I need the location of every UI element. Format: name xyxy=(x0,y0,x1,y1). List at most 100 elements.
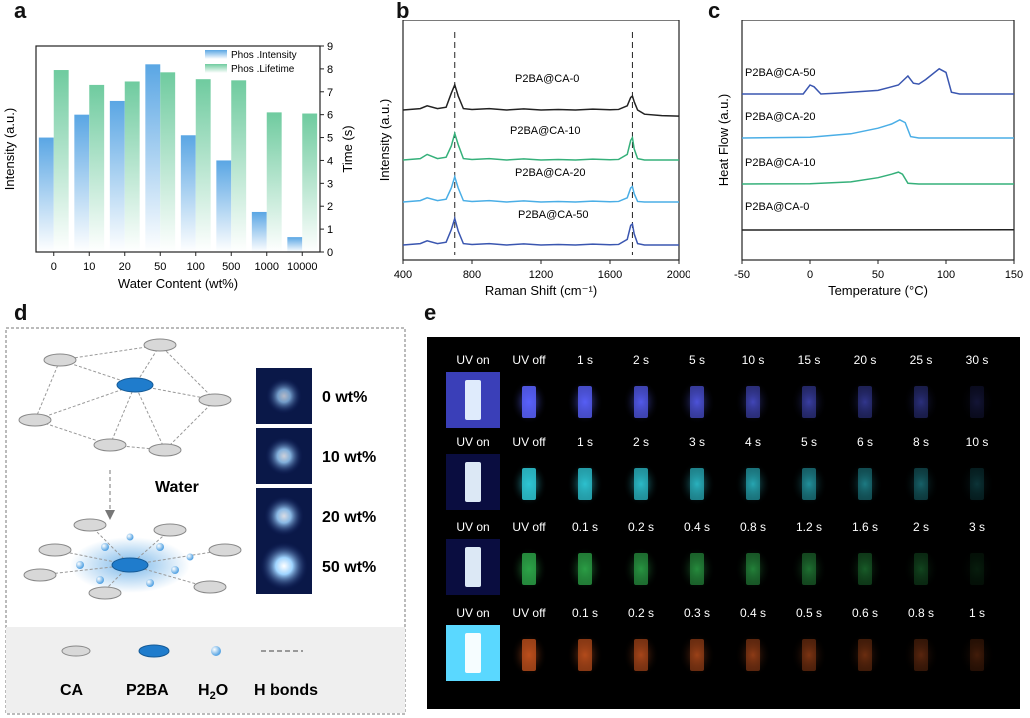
bar-intensity-100 xyxy=(181,135,196,252)
bar-intensity-10000 xyxy=(287,237,302,252)
h2o-legend-icon xyxy=(211,646,221,656)
e-vial-r0-c0 xyxy=(465,380,481,420)
hbonds-legend-label: H bonds xyxy=(254,682,318,699)
x-tick-label-a-10: 10 xyxy=(83,261,95,273)
water-label: Water xyxy=(155,479,199,496)
x-tick-label-c-50: 50 xyxy=(872,269,884,281)
e-vial-r2-c2 xyxy=(578,553,592,585)
raman-label-P2BA@CA-10: P2BA@CA-10 xyxy=(510,125,580,137)
e-vial-r0-c9 xyxy=(970,386,984,418)
raman-label-P2BA@CA-20: P2BA@CA-20 xyxy=(515,167,585,179)
chart-b: P2BA@CA-0P2BA@CA-10P2BA@CA-20P2BA@CA-50 … xyxy=(380,20,690,320)
e-time-label-r1-c7: 6 s xyxy=(857,435,873,449)
e-vial-r1-c6 xyxy=(802,468,816,500)
e-vial-r0-c3 xyxy=(634,386,648,418)
y-tick-label-right-9: 9 xyxy=(327,41,333,53)
chart-b-xlabel: Raman Shift (cm⁻¹) xyxy=(485,283,597,298)
dsc-label-P2BA@CA-10: P2BA@CA-10 xyxy=(745,157,815,169)
e-time-label-r2-c6: 1.2 s xyxy=(796,520,822,534)
e-vial-r0-c7 xyxy=(858,386,872,418)
y-tick-label-right-8: 8 xyxy=(327,64,333,76)
e-time-label-r2-c4: 0.4 s xyxy=(684,520,710,534)
bar-lifetime-10000 xyxy=(302,114,317,252)
x-tick-label-a-20: 20 xyxy=(119,261,131,273)
e-time-label-r1-c0: UV on xyxy=(456,435,489,449)
e-time-label-r0-c2: 1 s xyxy=(577,353,593,367)
bar-intensity-50 xyxy=(145,64,160,252)
p2ba-legend-label: P2BA xyxy=(126,682,169,699)
e-time-label-r1-c9: 10 s xyxy=(966,435,989,449)
dsc-label-P2BA@CA-0: P2BA@CA-0 xyxy=(745,201,809,213)
bar-intensity-10 xyxy=(74,115,89,252)
e-time-label-r2-c8: 2 s xyxy=(913,520,929,534)
chart-c-xlabel: Temperature (°C) xyxy=(828,283,928,298)
sample-label-10: 10 wt% xyxy=(322,449,376,466)
e-vial-r1-c5 xyxy=(746,468,760,500)
bar-intensity-20 xyxy=(110,101,125,252)
e-vial-r3-c7 xyxy=(858,639,872,671)
e-vial-r2-c4 xyxy=(690,553,704,585)
y-tick-label-right-5: 5 xyxy=(327,133,333,145)
e-vial-r2-c0 xyxy=(465,547,481,587)
e-vial-r3-c9 xyxy=(970,639,984,671)
x-tick-label-b-400: 400 xyxy=(394,269,412,281)
chart-b-frame xyxy=(403,20,679,260)
e-time-label-r1-c5: 4 s xyxy=(745,435,761,449)
x-tick-label-c--50: -50 xyxy=(734,269,750,281)
dsc-line-P2BA@CA-10 xyxy=(742,172,1014,184)
ca-legend-icon xyxy=(62,646,90,656)
e-vial-r0-c4 xyxy=(690,386,704,418)
x-tick-label-c-100: 100 xyxy=(937,269,955,281)
raman-label-P2BA@CA-50: P2BA@CA-50 xyxy=(518,209,588,221)
e-vial-r1-c1 xyxy=(522,468,536,500)
e-vial-r1-c9 xyxy=(970,468,984,500)
e-vial-r1-c8 xyxy=(914,468,928,500)
e-vial-r3-c1 xyxy=(522,639,536,671)
p2ba-legend-icon xyxy=(139,645,169,657)
e-time-label-r3-c2: 0.1 s xyxy=(572,606,598,620)
e-time-label-r0-c0: UV on xyxy=(456,353,489,367)
y-tick-label-right-2: 2 xyxy=(327,201,333,213)
x-tick-label-a-1000: 1000 xyxy=(255,261,279,273)
e-time-label-r1-c3: 2 s xyxy=(633,435,649,449)
e-time-label-r2-c0: UV on xyxy=(456,520,489,534)
e-vial-r2-c7 xyxy=(858,553,872,585)
e-time-label-r0-c4: 5 s xyxy=(689,353,705,367)
e-time-label-r1-c6: 5 s xyxy=(801,435,817,449)
e-time-label-r3-c7: 0.6 s xyxy=(852,606,878,620)
e-time-label-r2-c9: 3 s xyxy=(969,520,985,534)
e-vial-r2-c6 xyxy=(802,553,816,585)
bar-intensity-1000 xyxy=(252,212,267,252)
x-tick-label-a-10000: 10000 xyxy=(287,261,318,273)
e-time-label-r2-c7: 1.6 s xyxy=(852,520,878,534)
x-tick-label-a-0: 0 xyxy=(51,261,57,273)
e-vial-r0-c6 xyxy=(802,386,816,418)
e-vial-r2-c3 xyxy=(634,553,648,585)
e-vial-r3-c5 xyxy=(746,639,760,671)
bar-lifetime-500 xyxy=(231,80,246,252)
y-tick-label-right-1: 1 xyxy=(327,224,333,236)
e-time-label-r0-c7: 20 s xyxy=(854,353,877,367)
sample-label-0: 0 wt% xyxy=(322,389,367,406)
bar-lifetime-1000 xyxy=(267,112,282,252)
e-time-label-r0-c9: 30 s xyxy=(966,353,989,367)
legend-swatch-lifetime xyxy=(205,64,227,73)
e-time-label-r3-c0: UV on xyxy=(456,606,489,620)
raman-line-P2BA@CA-50 xyxy=(403,218,679,245)
y-tick-label-right-6: 6 xyxy=(327,110,333,122)
e-vial-r3-c0 xyxy=(465,633,481,673)
dsc-label-P2BA@CA-20: P2BA@CA-20 xyxy=(745,111,815,123)
e-time-label-r3-c1: UV off xyxy=(512,606,546,620)
x-tick-label-a-100: 100 xyxy=(187,261,205,273)
sample-photos xyxy=(256,368,312,594)
e-vial-r1-c2 xyxy=(578,468,592,500)
e-vial-r3-c3 xyxy=(634,639,648,671)
panel-d-legend-figure: CA P2BA H2O H bonds xyxy=(6,627,405,713)
y-tick-label-right-4: 4 xyxy=(327,155,333,167)
e-time-label-r3-c4: 0.3 s xyxy=(684,606,710,620)
p2ba-molecule-wet xyxy=(112,558,148,572)
e-vial-r3-c8 xyxy=(914,639,928,671)
chart-c: P2BA@CA-50P2BA@CA-20P2BA@CA-10P2BA@CA-0 … xyxy=(715,20,1025,320)
e-vial-r1-c3 xyxy=(634,468,648,500)
bar-lifetime-50 xyxy=(160,72,175,252)
